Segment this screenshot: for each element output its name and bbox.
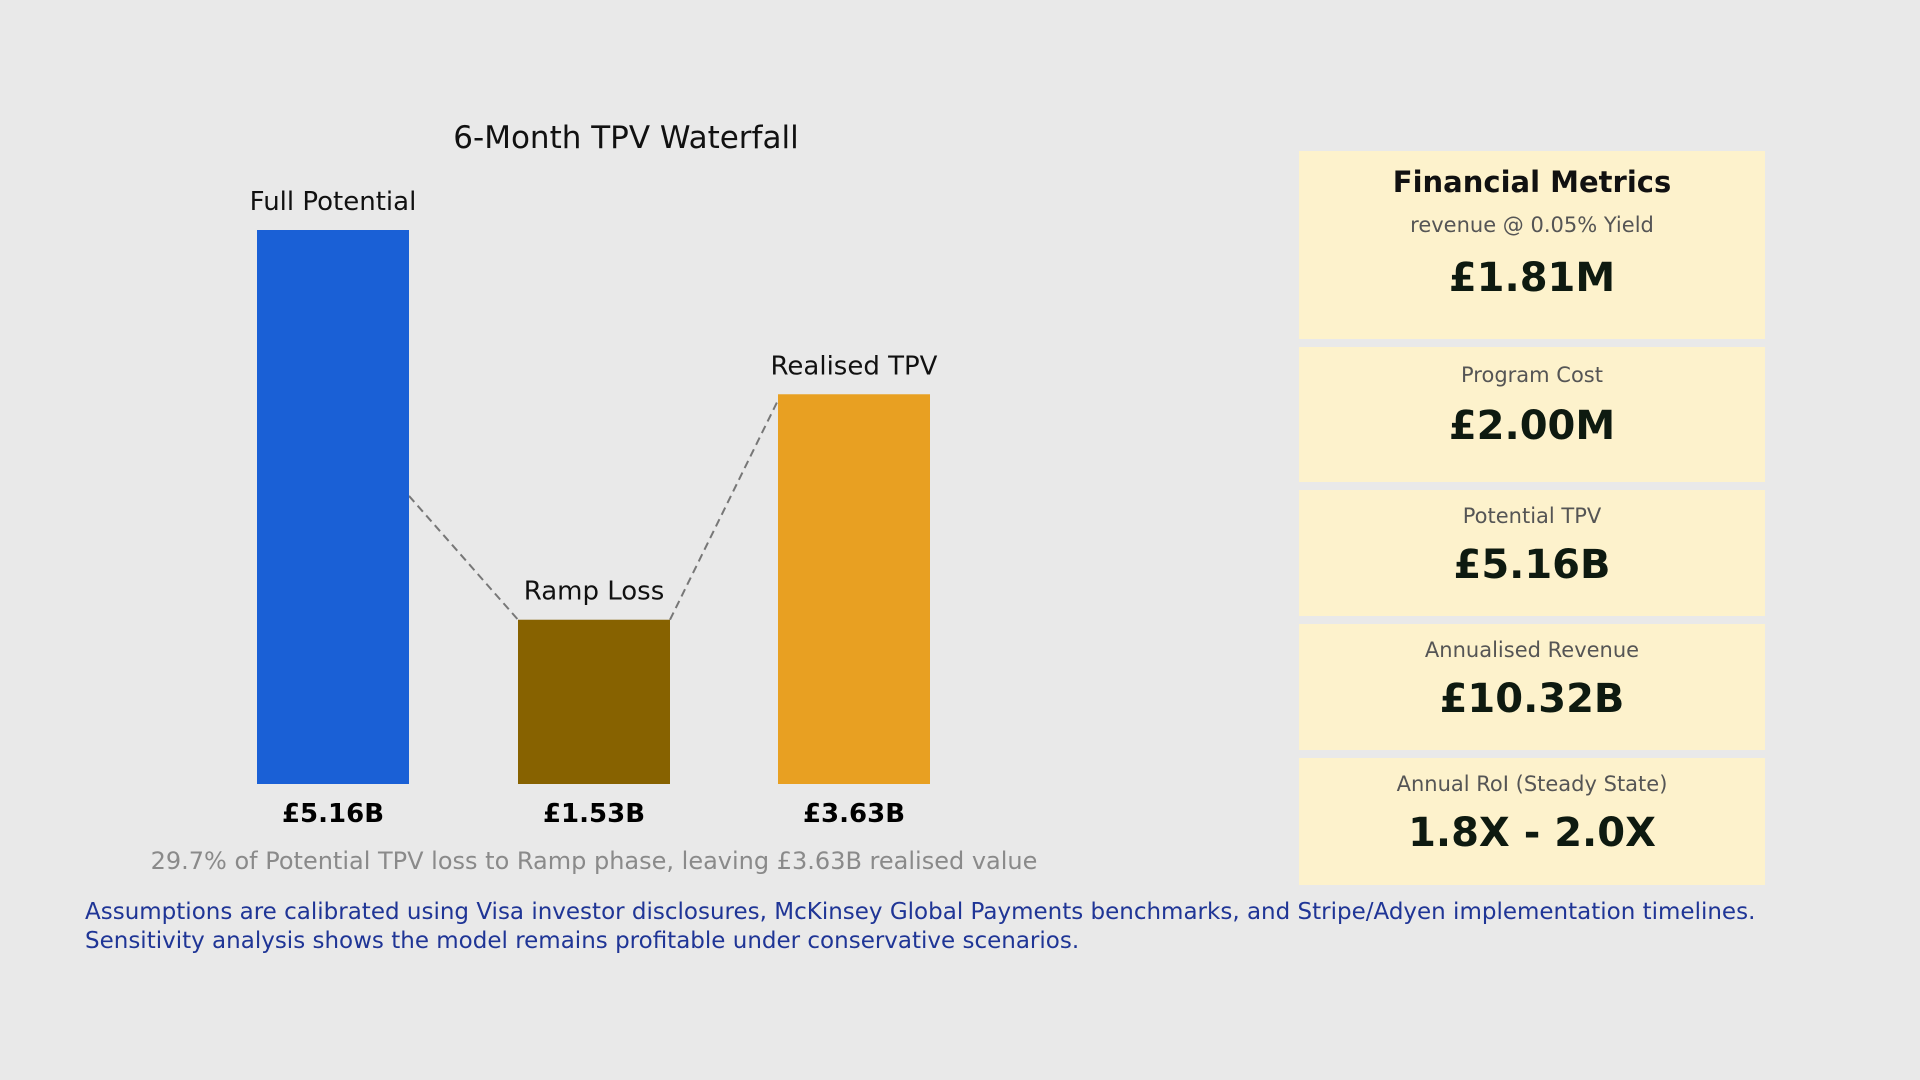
chart-canvas: Full Potential £5.16B Ramp Loss £1.53B Reali…: [250, 187, 938, 829]
metric-label: Annualised Revenue: [1424, 638, 1640, 662]
metric-card-potential-tpv: Potential TPV £5.16B: [1299, 490, 1765, 616]
panel-title: Financial Metrics: [1392, 165, 1672, 199]
metric-card-revenue: Financial Metrics revenue @ 0.05% Yield …: [1299, 151, 1765, 339]
bar-category-label: Full Potential: [250, 187, 417, 217]
chart-caption: 29.7% of Potential TPV loss to Ramp phas…: [150, 847, 1038, 875]
financial-metrics-panel: Financial Metrics revenue @ 0.05% Yield …: [1299, 151, 1765, 893]
bar-value-label: £5.16B: [282, 799, 384, 829]
metric-card-annualised-revenue: Annualised Revenue £10.32B: [1299, 624, 1765, 750]
metric-value: £10.32B: [1439, 676, 1625, 722]
metric-value: £5.16B: [1453, 542, 1611, 588]
bar-value-label: £1.53B: [543, 799, 645, 829]
metric-label: Annual RoI (Steady State): [1396, 772, 1668, 796]
bar-realised-tpv: [778, 394, 930, 784]
bar-category-label: Realised TPV: [771, 351, 938, 381]
metric-label: Program Cost: [1461, 363, 1603, 387]
metric-card-annual-roi: Annual RoI (Steady State) 1.8X - 2.0X: [1299, 758, 1765, 885]
metric-label: revenue @ 0.05% Yield: [1410, 213, 1654, 237]
metric-value: £1.81M: [1448, 255, 1616, 301]
bar-full-potential: [257, 230, 409, 784]
bar-ramp-loss: [518, 619, 670, 784]
bar-category-label: Ramp Loss: [524, 577, 665, 607]
assumptions-note: Assumptions are calibrated using Visa in…: [85, 899, 1756, 954]
metric-label: Potential TPV: [1462, 504, 1602, 528]
metric-value: £2.00M: [1448, 403, 1616, 449]
connector-line: [669, 399, 779, 621]
metric-value: 1.8X - 2.0X: [1408, 810, 1656, 856]
metric-card-program-cost: Program Cost £2.00M: [1299, 347, 1765, 482]
bar-value-label: £3.63B: [803, 799, 905, 829]
connector-line: [408, 495, 519, 621]
chart-title: 6-Month TPV Waterfall: [453, 120, 799, 156]
